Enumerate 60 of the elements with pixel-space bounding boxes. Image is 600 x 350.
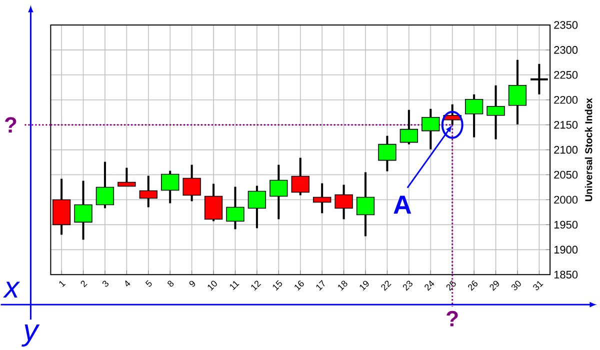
candlestick [486, 84, 505, 140]
ref-line-label: ? [5, 117, 16, 133]
candlestick [226, 186, 244, 230]
x-tick-label: 18 [338, 280, 348, 291]
y-tick-label: 2300 [554, 46, 578, 54]
candlestick [313, 182, 332, 214]
x-tick-label: 15 [272, 280, 282, 291]
candlestick [464, 93, 484, 138]
x-tick-label: 1 [59, 281, 66, 288]
x-tick-label: 4 [125, 280, 130, 286]
candlestick [118, 166, 136, 188]
x-tick-label: 3 [102, 280, 108, 287]
candlestick [291, 156, 310, 196]
y-tick-label: 2050 [554, 170, 578, 179]
y-tick-label: 2150 [554, 120, 578, 129]
x-tick-label: 12 [251, 280, 262, 291]
y-tick-label: 2100 [554, 146, 578, 154]
candlestick [378, 134, 396, 172]
candlestick [139, 174, 158, 208]
x-tick-label: 26 [468, 280, 478, 291]
candlestick [508, 58, 527, 126]
text: x [3, 282, 20, 298]
ref-line-label: ? [446, 310, 458, 326]
x-tick-label: 19 [360, 280, 369, 291]
x-tick-label: 22 [381, 280, 392, 291]
candlestick [248, 184, 266, 230]
x-tick-label: 16 [294, 280, 304, 291]
candlestick [422, 108, 440, 150]
candlestick [400, 108, 418, 146]
x-tick-label: 5 [145, 280, 152, 287]
x-tick-label: 31 [533, 281, 544, 290]
x-tick-label: 9 [189, 280, 196, 287]
text: y [22, 324, 40, 347]
x-tick-label: 29 [490, 280, 499, 291]
y-tick-label: 2350 [554, 21, 578, 29]
x-tick-label: 11 [230, 281, 240, 290]
x-tick-label: 10 [208, 280, 217, 291]
y-tick-label: 1900 [554, 246, 578, 254]
y-tick-label: 2250 [554, 71, 578, 79]
candlestick [204, 182, 223, 222]
x-tick-label: 17 [316, 280, 325, 291]
x-tick-label: 25 [446, 280, 456, 291]
annotation: A [394, 196, 412, 214]
x-tick-label: 8 [168, 280, 174, 287]
y-tick-label: 1950 [554, 220, 578, 229]
y-tick-label: 1850 [554, 270, 578, 279]
candlestick [182, 164, 201, 202]
y-tick-label: 2000 [554, 196, 578, 204]
candlestick [334, 184, 353, 220]
x-tick-label: 2 [80, 280, 88, 288]
x-tick-label: 23 [402, 280, 412, 291]
y-axis-title: Universal Stock Index [584, 98, 592, 202]
candlestick [161, 170, 180, 204]
candlestick [74, 180, 92, 241]
x-tick-label: 30 [511, 280, 521, 290]
x-tick-label: 24 [424, 280, 434, 291]
y-tick-label: 2200 [554, 96, 578, 104]
candlestick [270, 164, 288, 220]
candlestick [356, 171, 375, 238]
candlestick [96, 160, 114, 210]
